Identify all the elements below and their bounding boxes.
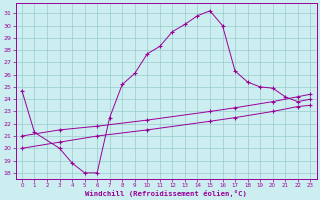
X-axis label: Windchill (Refroidissement éolien,°C): Windchill (Refroidissement éolien,°C) [85, 190, 247, 197]
